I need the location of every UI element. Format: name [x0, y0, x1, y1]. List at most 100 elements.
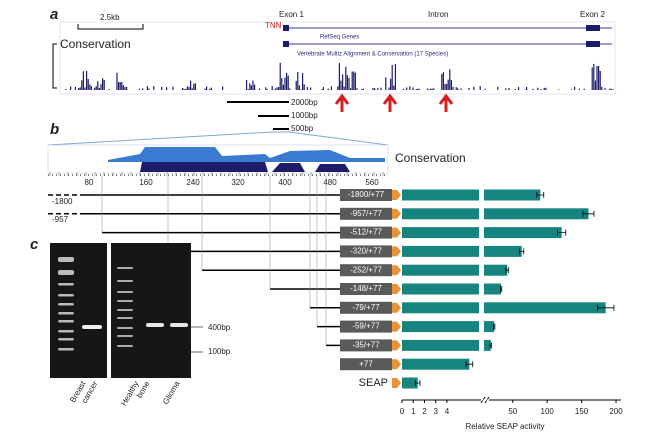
category-label: -957/+77 — [350, 209, 382, 218]
start-label: -957 — [52, 215, 69, 224]
cons-bar — [545, 87, 547, 90]
track-label: Vertebrate Multiz Alignment & Conservati… — [297, 52, 448, 58]
cons-bar — [148, 88, 150, 90]
promoter-arrow — [392, 265, 401, 276]
exon-label: Exon 1 — [279, 10, 304, 19]
conservation-histogram — [65, 62, 614, 90]
promoter-arrow — [392, 302, 401, 313]
cons-bar — [146, 86, 148, 90]
cons-bar — [593, 63, 595, 90]
cons-bar — [247, 89, 249, 90]
promoter-arrow — [392, 227, 401, 238]
cons-bar — [265, 87, 267, 90]
track-label: Conservation — [395, 151, 466, 165]
category-label: -512/+77 — [350, 228, 382, 237]
gel-band — [58, 348, 74, 351]
x-tick-label: 150 — [575, 407, 589, 416]
bar — [402, 227, 479, 239]
cons-bar — [345, 66, 347, 90]
cons-bar — [222, 86, 224, 90]
cons-bar — [442, 72, 444, 90]
cons-bar — [70, 86, 72, 90]
cons-bar — [540, 88, 542, 90]
gel-band — [58, 312, 74, 315]
cons-bar — [342, 74, 344, 90]
category-label: -59/+77 — [352, 322, 380, 331]
cons-bar — [276, 87, 278, 90]
bar — [484, 302, 606, 314]
error-bar — [465, 361, 474, 368]
cons-bar — [183, 88, 185, 90]
cons-bar — [497, 86, 499, 90]
cons-bar — [406, 87, 408, 90]
cons-bar — [310, 87, 312, 90]
gel-band — [58, 270, 74, 275]
cons-bar — [97, 81, 99, 90]
cons-bar — [182, 88, 184, 90]
promoter-arrow — [392, 378, 401, 388]
ruler-label: 320 — [231, 178, 245, 187]
cons-bar — [79, 87, 81, 90]
cons-bar — [209, 88, 211, 90]
category-label: -252/+77 — [350, 265, 382, 274]
cons-bar — [385, 77, 387, 90]
cons-bar — [350, 88, 352, 90]
cons-bar — [426, 88, 428, 90]
panel-label: c — [30, 236, 39, 253]
cons-bar — [526, 87, 528, 90]
cons-bar — [428, 89, 430, 90]
error-bar — [499, 286, 503, 292]
cons-bar — [583, 88, 585, 90]
construct-box — [340, 320, 392, 333]
cons-bar — [473, 86, 475, 90]
error-bar — [493, 323, 496, 330]
cons-bar — [254, 84, 256, 90]
gel-band — [58, 294, 74, 297]
error-bar — [557, 229, 567, 236]
marker-label: 100bp — [208, 347, 231, 356]
ruler-label: 160 — [139, 178, 153, 187]
cons-bar — [138, 88, 140, 90]
cons-bar — [322, 87, 324, 90]
cons-bar — [121, 81, 123, 90]
cons-bar — [74, 86, 76, 90]
cons-bar — [591, 67, 593, 90]
cons-bar — [610, 89, 612, 90]
construct-box — [340, 264, 392, 277]
cons-bar — [100, 84, 102, 90]
cons-bar — [300, 89, 302, 90]
cons-bar — [598, 66, 600, 90]
cons-bar — [524, 89, 526, 90]
category-label: -35/+77 — [352, 341, 380, 350]
bar — [484, 227, 562, 239]
cons-bar — [612, 89, 614, 90]
cons-bar — [449, 69, 451, 90]
cons-bar — [361, 89, 363, 90]
cons-bar — [102, 78, 104, 90]
cons-bar — [433, 88, 435, 90]
cons-bar — [327, 88, 329, 90]
cons-bar — [508, 87, 510, 90]
gel-band — [170, 323, 188, 327]
gel-band — [117, 300, 133, 302]
cons-bar — [287, 75, 289, 90]
ruler-label: 480 — [323, 178, 337, 187]
cons-bar — [89, 84, 91, 90]
cons-bar — [418, 88, 420, 90]
bar — [484, 321, 495, 333]
cons-bar — [362, 88, 364, 90]
length-label: 500bp — [291, 124, 314, 133]
cons-bar — [601, 86, 603, 90]
gel-band — [58, 338, 74, 341]
cons-bar — [532, 88, 534, 90]
cons-bar — [460, 88, 462, 90]
cons-bar — [450, 79, 452, 90]
cons-bar — [204, 88, 206, 90]
cons-bar — [330, 86, 332, 90]
bar — [484, 208, 589, 220]
cons-bar — [599, 70, 601, 90]
gel-band — [58, 303, 74, 306]
cons-bar — [103, 79, 105, 90]
construct-box — [340, 339, 392, 352]
